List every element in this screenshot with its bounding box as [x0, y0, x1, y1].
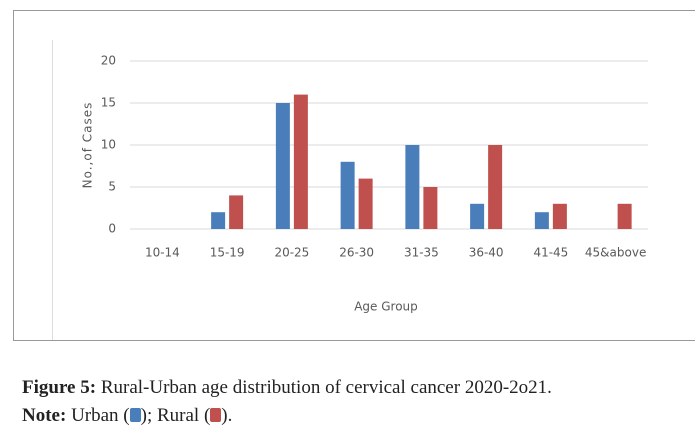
bar — [534, 212, 549, 229]
legend-entry: Rural — [156, 405, 200, 426]
x-tick-label: 31-35 — [404, 246, 439, 260]
x-tick-label: 15-19 — [210, 246, 245, 260]
bar — [423, 187, 438, 229]
legend-entry: Urban — [71, 405, 119, 426]
bar — [211, 212, 226, 229]
legend-swatch — [210, 408, 222, 422]
bar — [340, 161, 355, 229]
bar — [275, 103, 290, 229]
x-axis-label: Age Group — [354, 300, 418, 314]
x-tick-label: 10-14 — [145, 246, 180, 260]
bar — [358, 178, 373, 229]
x-tick-label: 41-45 — [533, 246, 568, 260]
caption-line: Figure 5: Rural-Urban age distribution o… — [22, 377, 552, 399]
bar — [552, 203, 567, 229]
legend-swatch — [129, 408, 141, 422]
y-tick-label: 20 — [101, 54, 116, 68]
figure-frame — [13, 10, 695, 341]
bar — [293, 94, 308, 229]
chart: No.,of Cases Age Group 0 5 10 15 20 10-14 15-1… — [13, 10, 695, 341]
y-tick-label: 10 — [101, 138, 116, 152]
y-tick-label: 5 — [108, 180, 116, 194]
caption-note: Note: Urban (); Rural (). — [22, 405, 233, 426]
x-tick-label: 36-40 — [469, 246, 504, 260]
x-tick-label: 26-30 — [339, 246, 374, 260]
y-tick-label: 15 — [101, 96, 116, 110]
x-tick-label: 45&above — [585, 246, 646, 260]
bar — [405, 145, 420, 229]
y-axis-label: No.,of Cases — [81, 102, 95, 189]
bar — [488, 145, 503, 229]
bar — [229, 195, 244, 229]
caption-label: Figure 5: — [22, 377, 97, 398]
bar — [617, 203, 632, 229]
x-tick-label: 20-25 — [274, 246, 309, 260]
y-tick-label: 0 — [108, 222, 116, 236]
bar — [470, 203, 485, 229]
note-label: Note: — [22, 405, 67, 426]
caption-text: Rural-Urban age distribution of cervical… — [100, 377, 552, 398]
